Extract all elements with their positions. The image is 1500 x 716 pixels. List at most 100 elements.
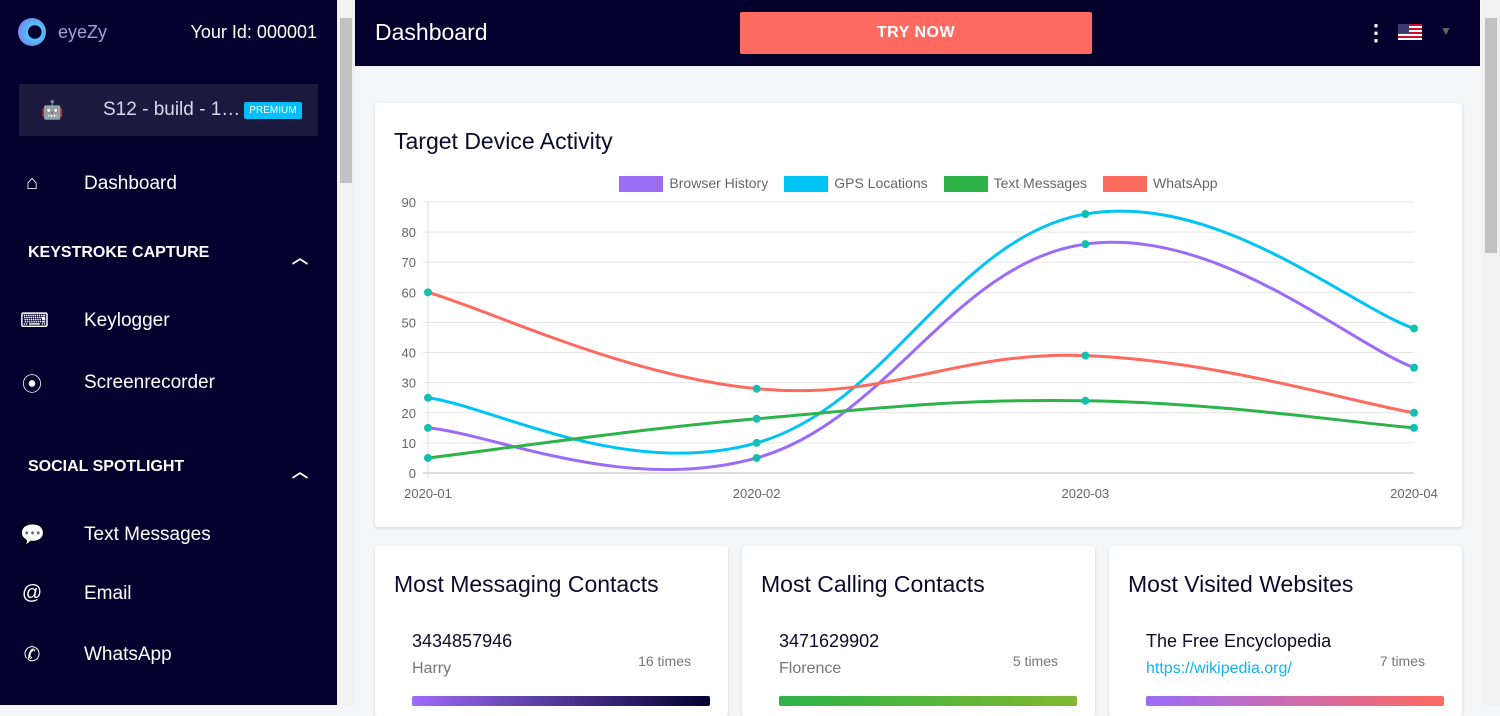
data-point bbox=[1081, 210, 1090, 219]
phone-number: 3471629902 bbox=[779, 631, 880, 651]
label: WhatsApp bbox=[84, 643, 172, 665]
calling-contacts-card: Most Calling Contacts 3471629902 Florence… bbox=[742, 546, 1095, 716]
brand-name: eyeZy bbox=[58, 21, 108, 42]
data-point bbox=[424, 288, 432, 297]
y-tick-label: 60 bbox=[402, 285, 416, 300]
card-title: Most Visited Websites bbox=[1128, 571, 1354, 597]
chevron-down-icon[interactable]: ▼ bbox=[1440, 24, 1452, 38]
sidebar-item-whatsapp[interactable]: ✆ WhatsApp bbox=[20, 642, 172, 667]
premium-badge: PREMIUM bbox=[244, 101, 302, 119]
progress-bar bbox=[779, 696, 1077, 706]
sidebar-scrollbar[interactable] bbox=[337, 0, 355, 705]
label: Keylogger bbox=[84, 309, 170, 331]
at-icon: @ bbox=[21, 582, 43, 604]
android-icon: 🤖 bbox=[41, 99, 64, 120]
series-line bbox=[427, 290, 1415, 415]
data-point bbox=[752, 384, 761, 393]
data-point bbox=[1410, 363, 1418, 372]
series-line bbox=[427, 240, 1415, 472]
sidebar-item-dashboard[interactable]: ⌂ Dashboard bbox=[20, 172, 177, 195]
y-tick-label: 30 bbox=[402, 376, 416, 391]
contact-row[interactable]: 3471629902 Florence 5 times bbox=[779, 631, 1058, 678]
label: Email bbox=[84, 582, 132, 604]
data-point bbox=[1081, 396, 1090, 405]
data-point bbox=[752, 438, 761, 447]
logo[interactable]: eyeZy bbox=[18, 18, 107, 46]
visited-websites-card: Most Visited Websites The Free Encyclope… bbox=[1109, 546, 1462, 716]
page-title: Dashboard bbox=[375, 19, 488, 45]
sidebar-item-text-messages[interactable]: 💬 Text Messages bbox=[20, 522, 211, 547]
messaging-contacts-card: Most Messaging Contacts 3434857946 Harry 1… bbox=[375, 546, 728, 716]
site-url[interactable]: https://wikipedia.org/ bbox=[1146, 660, 1292, 677]
us-flag-icon[interactable] bbox=[1398, 24, 1422, 40]
card-title: Target Device Activity bbox=[394, 128, 613, 154]
y-tick-label: 40 bbox=[402, 346, 416, 361]
section-keystroke-capture[interactable]: KEYSTROKE CAPTURE ︿ bbox=[28, 244, 308, 268]
record-icon: ⦿ bbox=[22, 374, 42, 396]
legend-item[interactable]: WhatsApp bbox=[1102, 175, 1218, 193]
progress-bar bbox=[412, 696, 710, 706]
label: Dashboard bbox=[84, 172, 177, 194]
count: 7 times bbox=[1379, 653, 1425, 669]
y-tick-label: 80 bbox=[402, 225, 416, 240]
count: 16 times bbox=[638, 653, 691, 669]
message-icon: 💬 bbox=[20, 524, 45, 546]
section-title: KEYSTROKE CAPTURE bbox=[28, 244, 210, 261]
phone-number: 3434857946 bbox=[412, 631, 513, 651]
section-title: SOCIAL SPOTLIGHT bbox=[28, 458, 185, 475]
chevron-up-icon: ︿ bbox=[291, 250, 308, 267]
data-point bbox=[1410, 423, 1418, 432]
y-tick-label: 70 bbox=[402, 255, 416, 270]
sidebar-item-email[interactable]: @ Email bbox=[20, 582, 132, 605]
contact-row[interactable]: 3434857946 Harry 16 times bbox=[412, 631, 691, 678]
activity-line-chart: 0 10 20 30 40 50 60 70 80 90 2020-01 2020-02 2020-03… bbox=[402, 195, 1438, 501]
count: 5 times bbox=[1012, 653, 1058, 669]
more-vertical-icon[interactable]: ⋮ bbox=[1365, 20, 1387, 45]
data-point bbox=[752, 414, 761, 423]
sidebar-item-screenrecorder[interactable]: ⦿ Screenrecorder bbox=[20, 368, 215, 397]
x-tick-label: 2020-02 bbox=[733, 486, 781, 501]
series-line bbox=[427, 398, 1415, 460]
sidebar-item-keylogger[interactable]: ⌨ Keylogger bbox=[20, 308, 170, 333]
data-point bbox=[1410, 324, 1418, 333]
site-title: The Free Encyclopedia bbox=[1146, 631, 1332, 651]
x-tick-label: 2020-04 bbox=[1390, 486, 1438, 501]
section-social-spotlight[interactable]: SOCIAL SPOTLIGHT ︿ bbox=[28, 458, 308, 482]
data-point bbox=[752, 453, 761, 462]
contact-name: Harry bbox=[412, 660, 452, 677]
legend-item[interactable]: Text Messages bbox=[943, 175, 1087, 193]
sidebar: eyeZy Your Id: 000001 🤖 S12 - build - 1… P… bbox=[0, 0, 337, 705]
data-point bbox=[1410, 408, 1418, 417]
user-id: Your Id: 000001 bbox=[190, 22, 317, 42]
page-scrollbar[interactable] bbox=[1482, 0, 1500, 705]
legend-item[interactable]: Browser History bbox=[619, 175, 768, 193]
home-icon: ⌂ bbox=[25, 172, 39, 194]
x-tick-label: 2020-01 bbox=[404, 486, 452, 501]
whatsapp-icon: ✆ bbox=[23, 644, 41, 666]
chart-legend: Browser History GPS Locations Text Messa… bbox=[375, 175, 1462, 193]
device-selector[interactable]: 🤖 S12 - build - 1… PREMIUM bbox=[19, 84, 318, 136]
header: Dashboard TRY NOW ⋮ ▼ bbox=[355, 0, 1480, 66]
try-now-button[interactable]: TRY NOW bbox=[740, 12, 1092, 54]
website-row[interactable]: The Free Encyclopedia https://wikipedia.o… bbox=[1146, 631, 1425, 678]
series-line bbox=[427, 209, 1415, 455]
data-point bbox=[1081, 240, 1090, 249]
activity-card: Target Device Activity Browser History G… bbox=[375, 103, 1462, 527]
data-point bbox=[424, 453, 432, 462]
x-tick-label: 2020-03 bbox=[1061, 486, 1109, 501]
keyboard-icon: ⌨ bbox=[20, 310, 49, 332]
device-name: S12 - build - 1… bbox=[103, 99, 241, 120]
contact-name: Florence bbox=[779, 660, 842, 677]
data-point bbox=[1081, 351, 1090, 360]
y-tick-label: 20 bbox=[402, 406, 416, 421]
progress-bar bbox=[1146, 696, 1444, 706]
eyezy-logo-icon bbox=[18, 18, 46, 46]
data-point bbox=[424, 393, 432, 402]
label: Screenrecorder bbox=[84, 371, 215, 393]
chevron-up-icon: ︿ bbox=[291, 464, 308, 481]
label: Text Messages bbox=[84, 523, 211, 545]
card-title: Most Messaging Contacts bbox=[394, 571, 659, 597]
legend-item[interactable]: GPS Locations bbox=[784, 175, 928, 193]
data-point bbox=[424, 423, 432, 432]
y-tick-label: 0 bbox=[409, 466, 416, 481]
